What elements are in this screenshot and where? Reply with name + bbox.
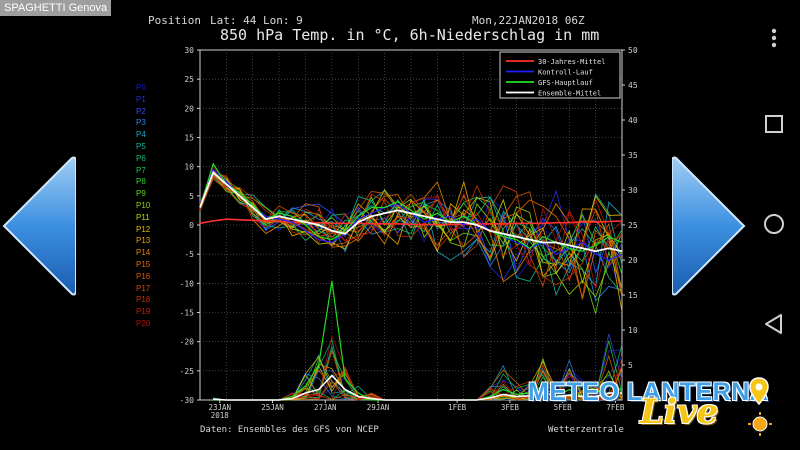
member-label-p2: P2	[136, 106, 146, 116]
member-label-p10: P10	[136, 200, 151, 210]
app-title: SPAGHETTI Genova	[0, 0, 112, 16]
y-left-tick-label: 10	[184, 163, 194, 172]
member-label-p19: P19	[136, 307, 151, 317]
run-date: Mon,22JAN2018 06Z	[472, 14, 585, 27]
x-tick-label: 3FEB	[501, 403, 520, 412]
member-label-p14: P14	[136, 248, 151, 258]
longitude-label: Lon: 9	[263, 14, 303, 27]
y-right-tick-label: 25	[628, 221, 638, 230]
x-tick-label: 23JAN	[208, 403, 231, 412]
map-pin-icon	[749, 377, 769, 406]
logo-live-text: Live	[640, 392, 719, 432]
latitude-label: Lat: 44	[210, 14, 257, 27]
more-options-icon[interactable]	[760, 24, 788, 52]
system-navigation-bar	[748, 0, 800, 450]
sun-icon	[748, 412, 772, 436]
y-left-tick-label: -15	[180, 309, 195, 318]
x-tick-label: 5FEB	[554, 403, 573, 412]
x-tick-label: 7FEB	[606, 403, 625, 412]
arrow-right-icon	[671, 156, 746, 296]
y-right-tick-label: 40	[628, 116, 638, 125]
precip-ensemble-mean-line	[213, 374, 622, 401]
y-right-tick-label: 15	[628, 291, 638, 300]
next-button[interactable]	[671, 156, 748, 296]
y-right-tick-label: 5	[628, 361, 633, 370]
y-left-tick-label: 15	[184, 134, 194, 143]
y-left-tick-label: 0	[189, 221, 194, 230]
legend-label: Ensemble-Mittel	[538, 90, 601, 98]
y-left-tick-label: -30	[180, 396, 195, 405]
temp-line-p10	[199, 175, 623, 298]
temp-line-p16	[199, 174, 623, 298]
y-right-tick-label: 35	[628, 151, 638, 160]
y-right-tick-label: 20	[628, 256, 638, 265]
previous-button[interactable]	[0, 156, 77, 296]
y-right-tick-label: 30	[628, 186, 638, 195]
position-label: Position	[148, 14, 201, 27]
member-label-p12: P12	[136, 224, 151, 234]
member-label-p7: P7	[136, 165, 146, 175]
member-label-p0: P0	[136, 83, 146, 92]
member-label-p1: P1	[136, 94, 146, 104]
legend-label: GFS-Hauptlauf	[538, 79, 593, 87]
x-tick-label: 29JAN	[367, 403, 390, 412]
legend-box	[499, 51, 621, 99]
member-label-p8: P8	[136, 177, 146, 187]
member-list: P0 P1 P2 P3 P4 P5 P6 P7 P8 P9 P10 P11 P12 P13 P14 P15 P1…	[136, 82, 150, 330]
x-tick-sublabel: 2018	[211, 411, 230, 420]
member-label-p3: P3	[136, 118, 146, 128]
back-icon[interactable]	[760, 310, 788, 338]
member-label-p9: P9	[136, 189, 146, 199]
member-label-p4: P4	[136, 130, 146, 140]
arrow-left-icon	[2, 156, 77, 296]
y-right-tick-label: 45	[628, 81, 638, 90]
provider-note: Wetterzentrale	[548, 425, 624, 435]
data-source-note: Daten: Ensembles des GFS von NCEP	[200, 425, 379, 435]
member-label-p16: P16	[136, 271, 151, 281]
y-left-tick-label: -20	[180, 338, 195, 347]
meteo-lanterna-logo: METEO LANTERNA Live	[520, 372, 780, 442]
y-left-tick-label: -10	[180, 279, 195, 288]
recent-apps-icon[interactable]	[760, 110, 788, 138]
x-tick-label: 27JAN	[314, 403, 337, 412]
logo-text: METEO LANTERNA	[528, 378, 769, 406]
temp-line-p15	[199, 169, 623, 300]
member-label-p17: P17	[136, 283, 151, 293]
member-label-p5: P5	[136, 141, 146, 151]
main-run-line	[199, 162, 623, 252]
member-label-p15: P15	[136, 259, 151, 269]
temp-line-p1	[199, 169, 623, 281]
y-left-tick-label: -25	[180, 367, 195, 376]
member-label-p13: P13	[136, 236, 151, 246]
y-left-tick-label: 20	[184, 104, 194, 113]
climate-mean-line	[199, 218, 623, 226]
legend-label: 30-Jahres-Mittel	[538, 58, 605, 66]
ensemble-mean-line	[199, 170, 623, 253]
y-left-tick-label: 30	[184, 46, 194, 55]
member-label-p6: P6	[136, 153, 146, 163]
y-left-tick-label: -5	[184, 250, 194, 259]
chart-title: 850 hPa Temp. in °C, 6h-Niederschlag in …	[220, 26, 600, 44]
member-label-p11: P11	[136, 212, 150, 222]
y-right-tick-label: 50	[628, 46, 638, 55]
x-tick-label: 1FEB	[448, 403, 467, 412]
x-tick-label: 25JAN	[261, 403, 284, 412]
y-left-tick-label: 5	[189, 192, 194, 201]
member-label-p18: P18	[136, 295, 151, 305]
home-icon[interactable]	[760, 210, 788, 238]
y-left-tick-label: 25	[184, 75, 194, 84]
member-label-p20: P20	[136, 318, 151, 328]
y-right-tick-label: 10	[628, 326, 638, 335]
temp-line-p18	[199, 175, 623, 286]
legend-label: Kontroll-Lauf	[538, 69, 593, 77]
temp-line-p20	[199, 165, 623, 291]
temp-line-p17	[199, 178, 623, 288]
